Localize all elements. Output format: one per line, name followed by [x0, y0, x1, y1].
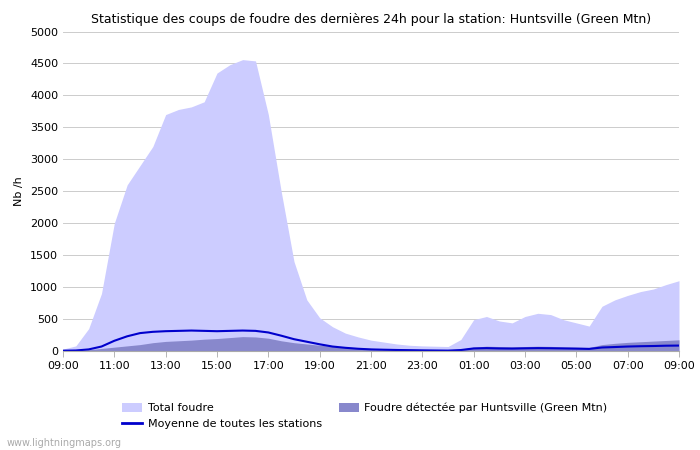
- Legend: Total foudre, Moyenne de toutes les stations, Foudre détectée par Huntsville (Gr: Total foudre, Moyenne de toutes les stat…: [118, 398, 612, 433]
- Title: Statistique des coups de foudre des dernières 24h pour la station: Huntsville (G: Statistique des coups de foudre des dern…: [91, 13, 651, 26]
- Y-axis label: Nb /h: Nb /h: [15, 176, 24, 206]
- Text: www.lightningmaps.org: www.lightningmaps.org: [7, 438, 122, 448]
